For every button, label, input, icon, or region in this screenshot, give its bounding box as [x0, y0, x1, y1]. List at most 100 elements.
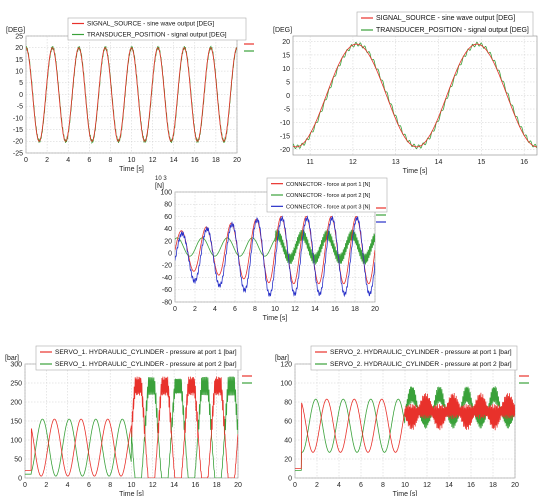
- x-tick-label: 16: [467, 482, 475, 489]
- x-tick-label: 16: [192, 482, 200, 489]
- x-axis-label: Time [s]: [403, 168, 428, 175]
- y-tick-label: 80: [164, 202, 172, 209]
- x-tick-label: 10: [128, 157, 136, 164]
- legend-box: [310, 345, 518, 371]
- y-tick-label: -15: [280, 133, 290, 140]
- x-tick-label: 8: [108, 482, 112, 489]
- x-tick-label: 10: [128, 482, 136, 489]
- y-tick-label: -20: [13, 139, 23, 146]
- x-tick-label: 11: [306, 159, 313, 166]
- legend-label: TRANSDUCER_POSITION - signal output [DEG…: [87, 32, 227, 39]
- x-tick-label: 16: [520, 159, 528, 166]
- x-tick-label: 20: [371, 306, 379, 313]
- y-axis-label: [bar]: [275, 355, 289, 362]
- chart-panel-2: 11 12 13 14 15 16 20 15 10 5 0 -5 -10 -15 -20 [DEG] Time…: [273, 11, 538, 175]
- chart-panel-3: 0 2 4 6 8 10 12 14 16 18 20 100 80 60 40 20 0 -20 -40 -60 -8…: [155, 176, 388, 322]
- y-tick-label: -10: [280, 120, 290, 127]
- x-tick-label: 8: [108, 157, 112, 164]
- x-tick-label: 12: [291, 306, 299, 313]
- y-tick-label: -20: [280, 147, 290, 154]
- x-tick-label: 2: [193, 306, 197, 313]
- x-axis-label: Time [s]: [263, 315, 288, 322]
- x-tick-label: 16: [331, 306, 339, 313]
- legend-box: [35, 345, 242, 371]
- x-tick-label: 20: [511, 482, 519, 489]
- x-tick-label: 8: [381, 482, 385, 489]
- y-tick-label: 10: [282, 66, 290, 73]
- y-tick-label: -40: [162, 275, 172, 282]
- legend-label: SERVO_1. HYDRAULIC_CYLINDER - pressure a…: [55, 349, 237, 356]
- x-tick-label: 14: [170, 157, 178, 164]
- y-tick-label: 20: [164, 238, 172, 245]
- y-tick-label: -60: [162, 287, 172, 294]
- y-tick-label: 20: [284, 456, 292, 463]
- x-tick-label: 12: [149, 482, 157, 489]
- x-tick-label: 12: [423, 482, 431, 489]
- legend-box: [356, 11, 534, 37]
- y-tick-label: 25: [15, 33, 23, 40]
- x-tick-label: 12: [149, 157, 157, 164]
- x-tick-label: 10: [271, 306, 279, 313]
- y-tick-label: 15: [282, 52, 290, 59]
- x-tick-label: 14: [170, 482, 178, 489]
- x-tick-label: 10: [401, 482, 409, 489]
- legend-label: SIGNAL_SOURCE - sine wave output [DEG]: [376, 15, 515, 22]
- chart-panel-4: 0 2 4 6 8 10 12 14 16 18 20 300 250 200 150 100 50 0 [bar]…: [5, 345, 252, 496]
- y-tick-label: 200: [10, 399, 22, 406]
- x-tick-label: 14: [311, 306, 319, 313]
- legend-box: [266, 177, 388, 213]
- x-tick-label: 13: [392, 159, 400, 166]
- chart-panel-1: 0 2 4 6 8 10 12 14 16 18 20 25 20 15 10 5 0 -5 -10 -15 -20 -2…: [6, 17, 254, 173]
- legend-label: SERVO_2. HYDRAULIC_CYLINDER - pressure a…: [330, 349, 512, 356]
- x-tick-label: 6: [87, 482, 91, 489]
- y-tick-label: -25: [13, 150, 23, 157]
- y-tick-label: 15: [15, 57, 23, 64]
- y-axis-label: [DEG]: [273, 27, 292, 34]
- y-tick-label: -10: [13, 115, 23, 122]
- legend-box: [67, 17, 247, 41]
- y-axis-label: [bar]: [5, 355, 19, 362]
- legend-label: TRANSDUCER_POSITION - signal output [DEG…: [376, 27, 529, 34]
- y-axis-multiplier: 10 3: [155, 176, 167, 182]
- y-axis-label: [DEG]: [6, 27, 25, 34]
- y-tick-label: 0: [19, 92, 23, 99]
- y-axis-label: [N]: [155, 183, 164, 190]
- y-tick-label: 300: [10, 361, 22, 368]
- y-tick-label: 0: [168, 251, 172, 258]
- y-tick-label: 5: [286, 79, 290, 86]
- y-tick-label: -15: [13, 127, 23, 134]
- x-tick-label: 16: [191, 157, 199, 164]
- legend-label: SIGNAL_SOURCE - sine wave output [DEG]: [87, 21, 214, 28]
- y-tick-label: 60: [164, 214, 172, 221]
- x-tick-label: 14: [445, 482, 453, 489]
- x-tick-label: 6: [233, 306, 237, 313]
- x-tick-label: 20: [234, 482, 242, 489]
- x-axis-label: Time [s]: [393, 491, 418, 496]
- y-tick-label: -5: [17, 104, 23, 111]
- x-tick-label: 0: [23, 482, 27, 489]
- legend-label: CONNECTOR - force at port 3 [N]: [286, 205, 371, 211]
- series-line: [175, 229, 375, 265]
- x-tick-label: 2: [315, 482, 319, 489]
- y-tick-label: 5: [19, 80, 23, 87]
- x-tick-label: 4: [213, 306, 217, 313]
- plot-area: [292, 35, 538, 156]
- y-tick-label: -20: [162, 263, 172, 270]
- x-axis-label: Time [s]: [119, 491, 144, 496]
- x-tick-label: 20: [233, 157, 241, 164]
- y-tick-label: 20: [282, 39, 290, 46]
- y-tick-label: 100: [160, 189, 172, 196]
- y-tick-label: 40: [164, 226, 172, 233]
- x-tick-label: 15: [477, 159, 485, 166]
- x-tick-label: 8: [253, 306, 257, 313]
- x-tick-label: 18: [212, 157, 220, 164]
- y-tick-label: 100: [280, 380, 292, 387]
- x-tick-label: 4: [337, 482, 341, 489]
- y-tick-label: 50: [14, 456, 22, 463]
- x-tick-label: 14: [435, 159, 443, 166]
- y-tick-label: 10: [15, 69, 23, 76]
- y-tick-label: 0: [288, 475, 292, 482]
- legend-label: SERVO_2. HYDRAULIC_CYLINDER - pressure a…: [330, 361, 512, 368]
- series-line: [26, 47, 237, 142]
- legend-label: CONNECTOR - force at port 2 [N]: [286, 193, 371, 199]
